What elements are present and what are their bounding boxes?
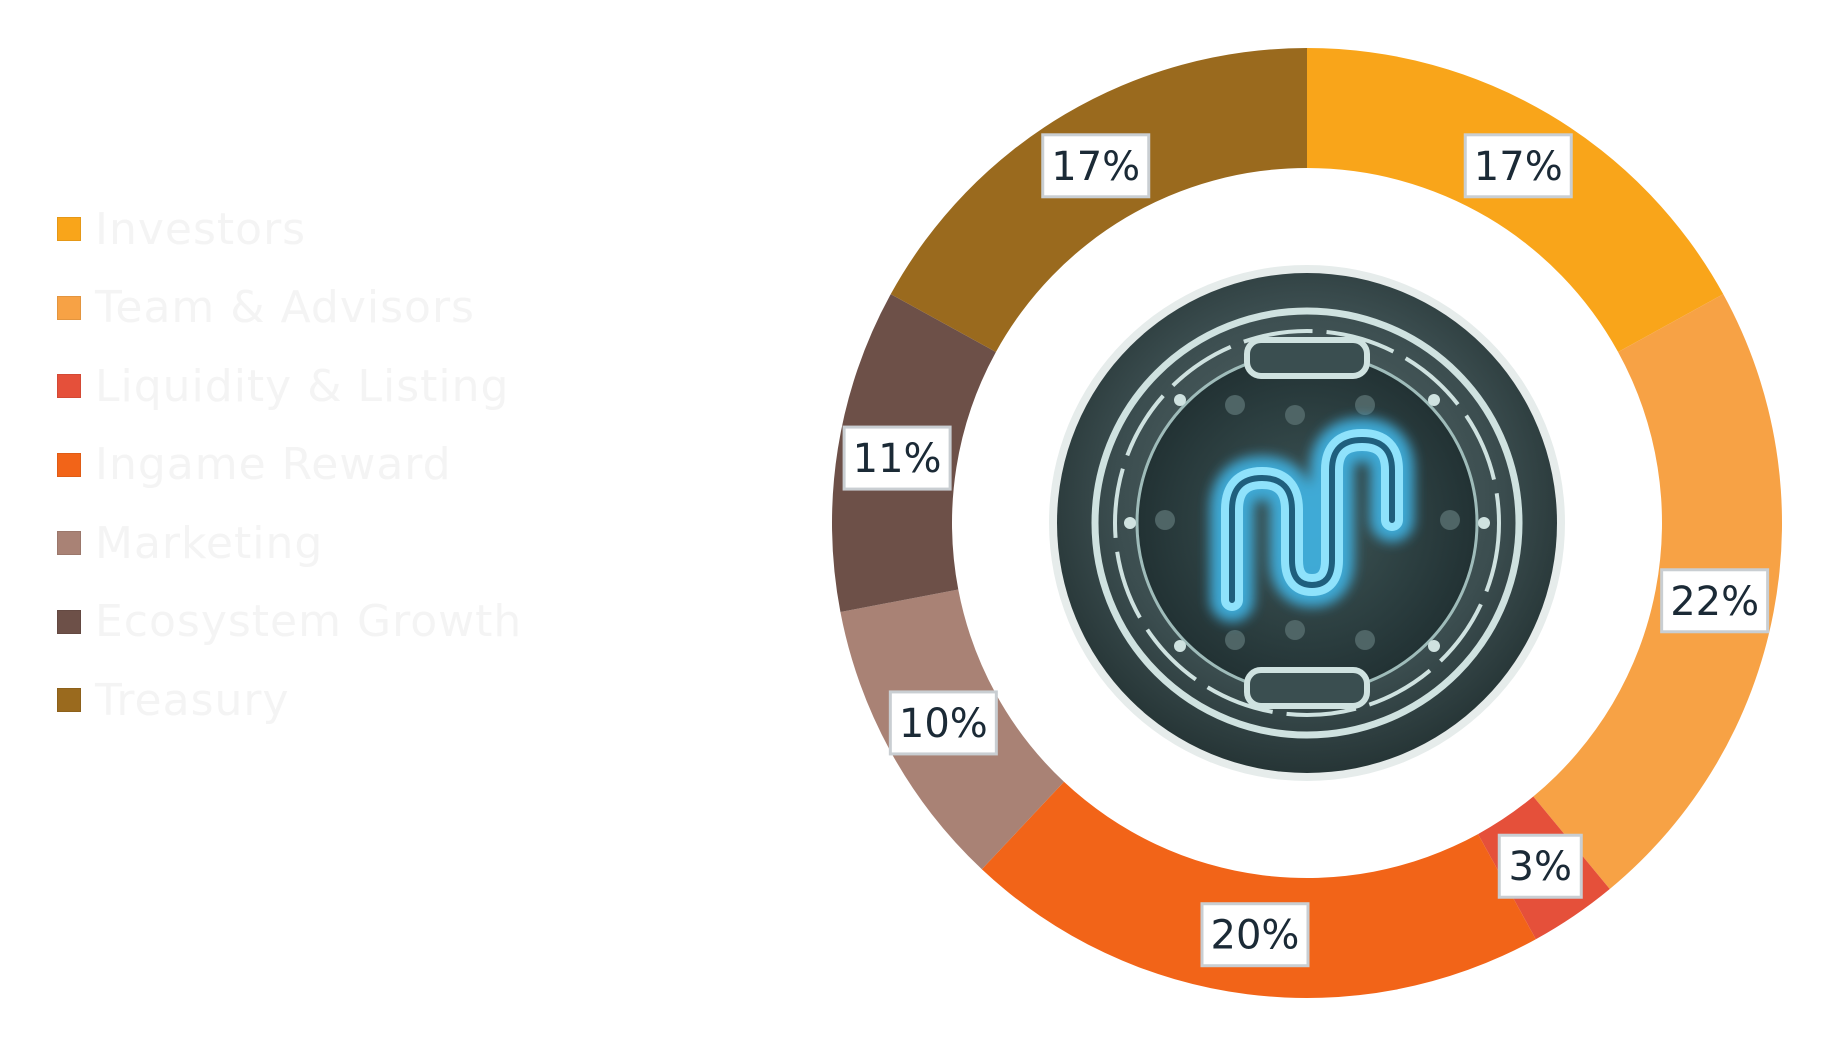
donut-slice-ingame-reward	[981, 781, 1536, 998]
legend: Investors Team & Advisors Liquidity & Li…	[57, 190, 577, 740]
data-label-text: 17%	[1474, 144, 1563, 190]
legend-item-liquidity-listing: Liquidity & Listing	[57, 347, 577, 426]
legend-swatch-ingame-reward	[57, 452, 81, 477]
legend-item-team-advisors: Team & Advisors	[57, 269, 577, 348]
data-label-team-advisors: 22%	[1660, 568, 1770, 634]
donut-slice-investors	[1307, 48, 1724, 352]
legend-item-ecosystem-growth: Ecosystem Growth	[57, 583, 577, 662]
game-token-logo-icon	[1049, 265, 1565, 781]
data-label-text: 10%	[899, 701, 988, 747]
donut-slice-team-advisors	[1533, 294, 1782, 889]
data-label-text: 20%	[1211, 913, 1300, 959]
data-label-box	[1463, 133, 1573, 199]
legend-swatch-liquidity-listing	[57, 374, 81, 399]
donut-labels: 17% 22% 3% 20% 10% 11% 17%	[842, 133, 1770, 968]
donut-slice-treasury	[890, 48, 1307, 352]
legend-label-marketing: Marketing	[95, 517, 324, 569]
legend-label-investors: Investors	[95, 203, 307, 255]
data-label-box	[1660, 568, 1770, 634]
data-label-text: 22%	[1670, 579, 1759, 625]
data-label-box	[1041, 133, 1151, 199]
legend-item-marketing: Marketing	[57, 504, 577, 583]
legend-item-ingame-reward: Ingame Reward	[57, 426, 577, 505]
legend-swatch-investors	[57, 217, 81, 242]
data-label-box	[888, 690, 998, 756]
legend-item-treasury: Treasury	[57, 661, 577, 740]
legend-label-liquidity-listing: Liquidity & Listing	[95, 360, 510, 412]
data-label-box	[1497, 833, 1583, 899]
data-label-ingame-reward: 20%	[1200, 902, 1310, 968]
data-label-ecosystem-growth: 11%	[842, 425, 952, 491]
data-label-marketing: 10%	[888, 690, 998, 756]
data-label-box	[1200, 902, 1310, 968]
data-label-liquidity-listing: 3%	[1497, 833, 1583, 899]
legend-label-ecosystem-growth: Ecosystem Growth	[95, 596, 523, 648]
legend-label-treasury: Treasury	[95, 674, 290, 726]
legend-swatch-team-advisors	[57, 295, 81, 320]
data-label-text: 3%	[1509, 844, 1572, 890]
legend-swatch-marketing	[57, 531, 81, 556]
legend-swatch-ecosystem-growth	[57, 609, 81, 634]
legend-label-team-advisors: Team & Advisors	[95, 282, 475, 334]
data-label-box	[842, 425, 952, 491]
legend-swatch-treasury	[57, 688, 81, 713]
data-label-text: 11%	[853, 436, 942, 482]
legend-label-ingame-reward: Ingame Reward	[95, 439, 452, 491]
data-label-text: 17%	[1051, 144, 1140, 190]
data-label-treasury: 17%	[1041, 133, 1151, 199]
data-label-investors: 17%	[1463, 133, 1573, 199]
legend-item-investors: Investors	[57, 190, 577, 269]
